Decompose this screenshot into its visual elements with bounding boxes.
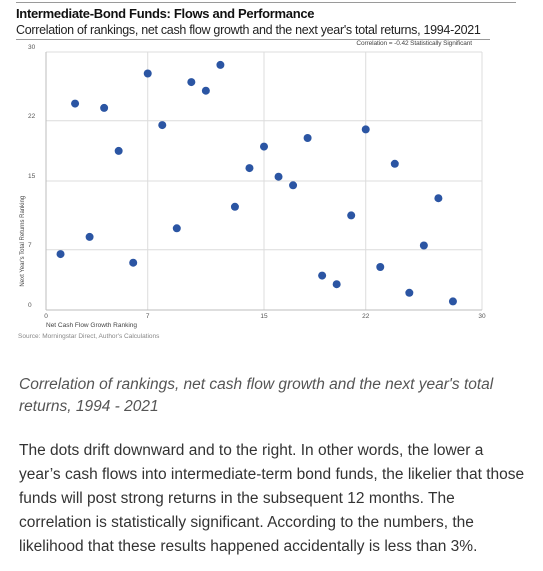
- data-point: [143, 69, 152, 78]
- data-point: [289, 181, 298, 190]
- data-point: [114, 146, 123, 155]
- x-tick-label: 0: [44, 313, 48, 320]
- y-tick-label: 22: [28, 113, 36, 120]
- y-tick-label: 15: [28, 173, 36, 180]
- data-point: [85, 232, 94, 241]
- data-point: [100, 103, 109, 112]
- data-point: [303, 134, 312, 142]
- x-tick-label: 22: [362, 313, 370, 320]
- figure-caption: Correlation of rankings, net cash flow g…: [19, 376, 494, 415]
- x-tick-label: 7: [146, 313, 150, 320]
- data-point: [332, 280, 341, 289]
- chart-figure: Intermediate-Bond Funds: Flows and Perfo…: [16, 0, 516, 345]
- correlation-annotation: Correlation = -0.42 Statistically Signif…: [356, 40, 472, 47]
- data-point: [390, 159, 399, 168]
- data-point: [56, 250, 65, 259]
- data-point: [216, 60, 225, 69]
- data-point: [201, 86, 210, 95]
- x-tick-label: 15: [260, 313, 268, 320]
- data-point: [71, 99, 80, 108]
- data-point: [376, 263, 385, 271]
- y-tick-label: 30: [28, 44, 36, 51]
- y-axis-title: Next Year's Total Returns Ranking: [20, 196, 26, 287]
- annotation-rule: [16, 39, 490, 40]
- chart-source: Source: Morningstar Direct, Author's Cal…: [18, 333, 160, 340]
- data-point: [347, 211, 356, 220]
- data-point: [361, 125, 370, 134]
- data-point: [187, 78, 196, 87]
- data-point: [448, 297, 457, 306]
- data-point: [405, 288, 414, 297]
- y-tick-label: 7: [28, 242, 32, 249]
- data-point: [158, 121, 167, 130]
- data-point: [260, 142, 268, 151]
- data-point: [172, 224, 181, 233]
- data-point: [419, 241, 428, 250]
- data-point: [129, 258, 138, 267]
- data-point: [245, 164, 254, 173]
- x-axis-title: Net Cash Flow Growth Ranking: [46, 322, 137, 329]
- y-tick-label: 0: [28, 302, 32, 309]
- x-tick-label: 30: [478, 313, 486, 320]
- top-rule: [16, 2, 516, 3]
- scatter-plot: 0 7 15 22 30 0 7 15 22 30 Net Cash Flow Growth Ran…: [20, 44, 486, 329]
- body-paragraph: The dots drift downward and to the right…: [19, 442, 525, 555]
- data-point: [274, 172, 283, 181]
- data-point: [230, 202, 239, 211]
- data-point: [318, 271, 327, 280]
- data-point: [434, 194, 443, 203]
- chart-title: Intermediate-Bond Funds: Flows and Perfo…: [16, 6, 315, 21]
- chart-subtitle: Correlation of rankings, net cash flow g…: [16, 23, 481, 37]
